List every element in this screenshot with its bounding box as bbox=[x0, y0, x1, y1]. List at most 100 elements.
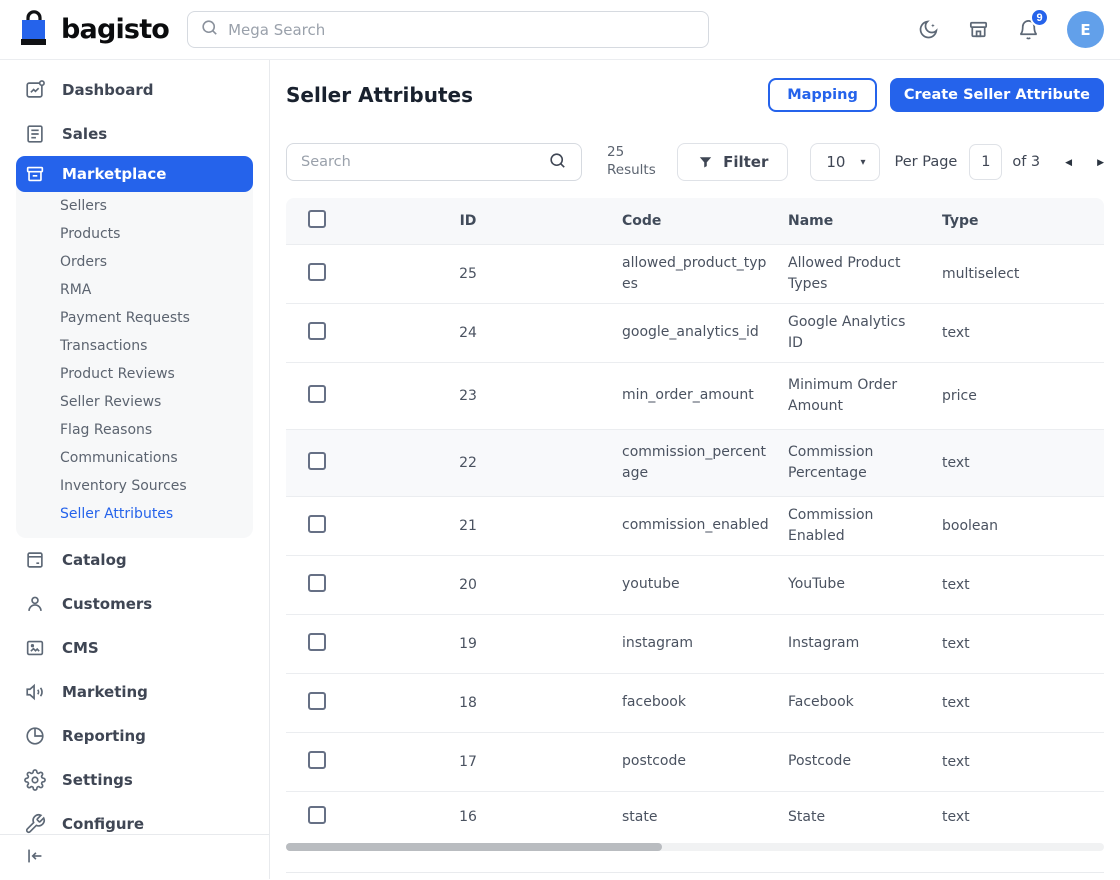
table-row[interactable]: 20 youtube YouTube text bbox=[286, 554, 1104, 614]
datagrid-toolbar: 25 Results Filter 10 ▾ Per Page of 3 ◀ ▶ bbox=[286, 143, 1104, 181]
results-count: 25 Results bbox=[607, 144, 656, 178]
mapping-button[interactable]: Mapping bbox=[768, 78, 877, 112]
sidebar-collapse-button[interactable] bbox=[24, 845, 46, 867]
row-checkbox[interactable] bbox=[308, 384, 326, 403]
sidebar-item-dashboard[interactable]: Dashboard bbox=[0, 68, 269, 112]
brand-logo[interactable]: bagisto bbox=[16, 8, 170, 52]
page-header: Seller Attributes Mapping Create Seller … bbox=[286, 78, 1104, 112]
sidebar-item-seller-attributes[interactable]: Seller Attributes bbox=[60, 506, 174, 522]
cms-icon bbox=[26, 640, 44, 656]
sidebar-item-products[interactable]: Products bbox=[60, 226, 121, 242]
bagisto-bag-icon bbox=[16, 8, 52, 52]
sidebar-item-reporting[interactable]: Reporting bbox=[0, 714, 269, 758]
sidebar-item-marketplace[interactable]: Marketplace bbox=[16, 156, 253, 192]
table-row[interactable]: 19 instagram Instagram text bbox=[286, 613, 1104, 673]
table-row[interactable]: 21 commission_enabled Commission Enabled… bbox=[286, 495, 1104, 555]
row-checkbox[interactable] bbox=[308, 321, 326, 340]
sidebar-item-catalog[interactable]: Catalog bbox=[0, 538, 269, 582]
row-checkbox[interactable] bbox=[308, 514, 326, 533]
catalog-icon bbox=[27, 552, 43, 568]
table-row[interactable]: 16 state State text bbox=[286, 790, 1104, 843]
row-checkbox[interactable] bbox=[308, 262, 326, 281]
seller-attributes-table: ID Code Name Type 25 allowed_product_typ… bbox=[286, 198, 1104, 843]
notification-badge: 9 bbox=[1030, 8, 1049, 27]
select-all-checkbox[interactable] bbox=[308, 209, 326, 228]
sidebar-item-rma[interactable]: RMA bbox=[60, 282, 92, 298]
table-row[interactable]: 17 postcode Postcode text bbox=[286, 731, 1104, 791]
sidebar-footer bbox=[0, 834, 269, 879]
sidebar-item-transactions[interactable]: Transactions bbox=[60, 338, 148, 354]
page-title: Seller Attributes bbox=[286, 83, 473, 107]
dashboard-icon bbox=[26, 80, 45, 98]
table-row[interactable]: 22 commission_percentage Commission Perc… bbox=[286, 428, 1104, 496]
row-checkbox[interactable] bbox=[308, 806, 326, 825]
page-total-label: of 3 bbox=[1012, 154, 1041, 170]
sidebar-item-customers[interactable]: Customers bbox=[0, 582, 269, 626]
collapse-sidebar-icon bbox=[28, 849, 42, 863]
filter-button[interactable]: Filter bbox=[677, 143, 789, 181]
configure-icon bbox=[25, 814, 45, 834]
column-header-id[interactable]: ID bbox=[342, 198, 614, 244]
table-row[interactable]: 24 google_analytics_id Google Analytics … bbox=[286, 302, 1104, 362]
table-header-row: ID Code Name Type bbox=[286, 198, 1104, 244]
bell-icon bbox=[1019, 20, 1038, 40]
sidebar-item-product-reviews[interactable]: Product Reviews bbox=[60, 366, 175, 382]
grid-search-input[interactable] bbox=[301, 154, 540, 170]
previous-page-button[interactable]: ◀ bbox=[1065, 156, 1073, 167]
top-icons: 9 E bbox=[917, 8, 1104, 48]
moon-icon bbox=[919, 20, 938, 39]
table-row[interactable]: 18 facebook Facebook text bbox=[286, 672, 1104, 732]
sidebar-item-marketing[interactable]: Marketing bbox=[0, 670, 269, 714]
sidebar: Dashboard Sales Marketplace bbox=[0, 60, 270, 879]
sidebar-item-communications[interactable]: Communications bbox=[60, 450, 178, 466]
horizontal-scrollbar[interactable] bbox=[286, 843, 1104, 851]
row-checkbox[interactable] bbox=[308, 691, 326, 710]
create-seller-attribute-button[interactable]: Create Seller Attribute bbox=[889, 78, 1104, 112]
sidebar-item-payment-requests[interactable]: Payment Requests bbox=[60, 310, 190, 326]
sidebar-item-sales[interactable]: Sales bbox=[0, 112, 269, 156]
notifications-button[interactable]: 9 bbox=[1017, 8, 1049, 41]
row-checkbox[interactable] bbox=[308, 750, 326, 769]
per-page-label: Per Page bbox=[894, 154, 958, 170]
settings-icon bbox=[24, 769, 46, 791]
scrollbar-thumb[interactable] bbox=[286, 843, 663, 851]
column-header-type[interactable]: Type bbox=[934, 198, 1104, 244]
table-row[interactable]: 23 min_order_amount Minimum Order Amount… bbox=[286, 361, 1104, 429]
sidebar-nav: Dashboard Sales Marketplace bbox=[0, 68, 269, 834]
row-checkbox[interactable] bbox=[308, 573, 326, 592]
user-avatar[interactable]: E bbox=[1067, 11, 1104, 48]
funnel-icon bbox=[699, 156, 712, 168]
grid-search bbox=[286, 143, 582, 181]
column-header-code[interactable]: Code bbox=[614, 198, 780, 244]
main-content: Seller Attributes Mapping Create Seller … bbox=[270, 60, 1120, 879]
storefront-icon bbox=[969, 21, 988, 38]
mega-search-input[interactable] bbox=[228, 20, 697, 39]
per-page-select[interactable]: 10 ▾ bbox=[810, 143, 880, 181]
sidebar-group-marketplace: Marketplace Sellers Products Orders RMA … bbox=[16, 156, 253, 538]
dark-mode-toggle[interactable] bbox=[917, 18, 940, 41]
page-number-input[interactable] bbox=[969, 144, 1003, 180]
sidebar-item-cms[interactable]: CMS bbox=[0, 626, 269, 670]
column-header-name[interactable]: Name bbox=[780, 198, 934, 244]
sidebar-item-sellers[interactable]: Sellers bbox=[60, 198, 107, 214]
sales-icon bbox=[27, 125, 43, 143]
next-page-button[interactable]: ▶ bbox=[1097, 156, 1104, 167]
marketplace-icon bbox=[26, 166, 44, 182]
sidebar-item-seller-reviews[interactable]: Seller Reviews bbox=[60, 394, 162, 410]
sidebar-item-configure[interactable]: Configure bbox=[0, 802, 269, 834]
row-checkbox[interactable] bbox=[308, 451, 326, 470]
sidebar-item-orders[interactable]: Orders bbox=[60, 254, 108, 270]
storefront-button[interactable] bbox=[967, 18, 990, 41]
sidebar-item-inventory-sources[interactable]: Inventory Sources bbox=[60, 478, 187, 494]
customers-icon bbox=[28, 596, 42, 611]
row-checkbox[interactable] bbox=[308, 632, 326, 651]
chevron-down-icon: ▾ bbox=[860, 156, 866, 168]
marketing-icon bbox=[26, 683, 43, 701]
table-row[interactable]: 25 allowed_product_types Allowed Product… bbox=[286, 243, 1104, 303]
sidebar-item-settings[interactable]: Settings bbox=[0, 758, 269, 802]
top-bar: bagisto 9 E bbox=[0, 0, 1120, 60]
mega-search bbox=[187, 11, 710, 48]
brand-name: bagisto bbox=[61, 14, 170, 45]
sidebar-item-flag-reasons[interactable]: Flag Reasons bbox=[60, 422, 153, 438]
reporting-icon bbox=[26, 727, 44, 745]
